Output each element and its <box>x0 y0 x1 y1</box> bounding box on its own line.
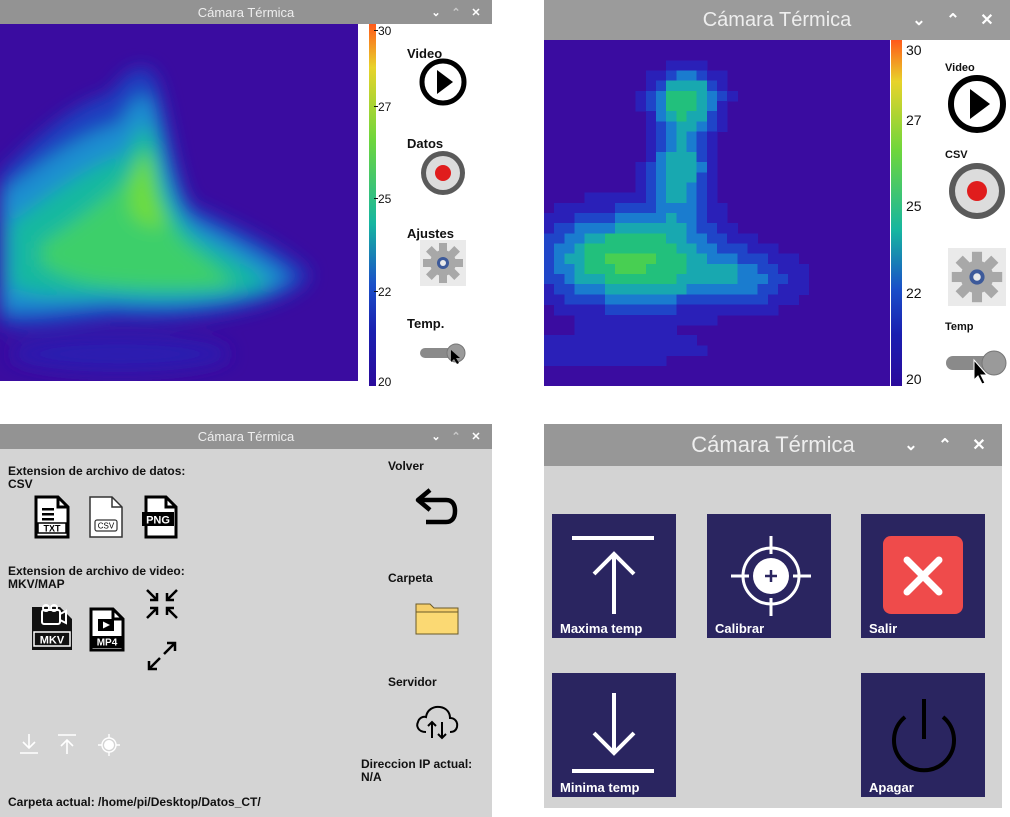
mkv-label: MKV <box>40 635 65 647</box>
window-title: Cámara Térmica <box>197 429 295 444</box>
target-icon[interactable] <box>97 733 121 757</box>
arrow-up-icon <box>572 536 654 614</box>
video-extension-value: MKV/MAP <box>8 577 65 591</box>
csv-label: CSV <box>945 149 968 161</box>
txt-label: TXT <box>44 524 62 534</box>
minimize-button[interactable]: ⌄ <box>431 6 441 19</box>
folder-label: Carpeta <box>388 571 433 585</box>
window-title: Cámara Térmica <box>702 8 852 31</box>
colorbar-tick-27: 27 <box>906 112 922 128</box>
min-temp-button[interactable]: Minima temp <box>552 673 676 797</box>
settings-window: Cámara Térmica ⌄ ⌃ ✕ Extension de archiv… <box>0 424 492 817</box>
maximize-button[interactable]: ⌃ <box>451 6 461 19</box>
title-bar[interactable]: Cámara Térmica ⌄ ⌃ ✕ <box>544 424 1002 466</box>
window-title: Cámara Térmica <box>197 4 295 20</box>
exit-label: Salir <box>869 621 898 636</box>
server-label: Servidor <box>388 675 437 689</box>
mp4-file-icon[interactable]: MP4 <box>87 606 127 652</box>
thermal-image <box>544 40 890 386</box>
shutdown-button[interactable]: Apagar <box>861 673 985 797</box>
close-button[interactable]: ✕ <box>972 437 986 454</box>
colorbar-tick-20: 20 <box>906 371 922 386</box>
ip-value: N/A <box>361 770 382 784</box>
exit-button[interactable]: Salir <box>861 514 985 638</box>
min-temp-label: Minima temp <box>560 780 640 795</box>
settings-label: Ajustes <box>407 226 454 241</box>
maximize-button[interactable]: ⌃ <box>946 12 960 29</box>
temperature-colorbar <box>369 24 376 386</box>
calibrate-label: Calibrar <box>715 621 765 636</box>
title-bar[interactable]: Cámara Térmica ⌄ ⌃ ✕ <box>0 0 492 24</box>
back-arrow-icon[interactable] <box>414 486 460 528</box>
png-file-icon[interactable]: PNG <box>138 494 182 540</box>
max-temp-button[interactable]: Maxima temp <box>552 514 676 638</box>
cloud-sync-icon[interactable] <box>414 702 460 740</box>
download-icon[interactable] <box>18 732 40 756</box>
arrow-down-icon <box>572 693 654 773</box>
record-icon[interactable] <box>947 161 1007 221</box>
crosshair-icon <box>731 536 811 616</box>
title-bar[interactable]: Cámara Térmica ⌄ ⌃ ✕ <box>544 0 1010 40</box>
temperature-colorbar <box>891 40 902 386</box>
temp-toggle[interactable] <box>418 340 470 366</box>
colorbar-tick-30: 30 <box>906 42 922 58</box>
temp-label: Temp. <box>407 316 445 331</box>
colorbar-tick-25: 25 <box>906 198 922 214</box>
colorbar-tick-27: 27 <box>378 100 392 114</box>
minimize-button[interactable]: ⌄ <box>912 12 926 29</box>
compress-icon[interactable] <box>144 587 180 621</box>
folder-icon[interactable] <box>414 598 460 636</box>
menu-window: Cámara Térmica ⌄ ⌃ ✕ Maxima temp Calibra… <box>544 424 1002 808</box>
temp-label: Temp <box>945 321 974 333</box>
video-label: Video <box>407 46 443 61</box>
data-extension-value: CSV <box>8 477 33 491</box>
back-label: Volver <box>388 459 424 473</box>
mp4-label: MP4 <box>97 638 118 649</box>
current-folder-text: Carpeta actual: /home/pi/Desktop/Datos_C… <box>8 795 261 809</box>
title-bar[interactable]: Cámara Térmica ⌄ ⌃ ✕ <box>0 424 492 449</box>
maximize-button[interactable]: ⌃ <box>451 431 461 443</box>
close-button[interactable]: ✕ <box>471 431 481 443</box>
png-label: PNG <box>146 515 170 527</box>
data-extension-label: Extension de archivo de datos: <box>8 464 186 478</box>
upload-icon[interactable] <box>56 732 78 756</box>
cursor-icon <box>973 358 989 385</box>
txt-file-icon[interactable]: TXT <box>30 494 74 540</box>
temp-toggle[interactable] <box>944 346 1008 386</box>
data-label: Datos <box>407 136 444 151</box>
thermal-camera-window-small: Cámara Térmica ⌄ ⌃ ✕ <box>0 0 492 386</box>
cursor-icon <box>451 350 460 364</box>
record-icon[interactable] <box>419 149 467 197</box>
expand-icon[interactable] <box>146 640 178 672</box>
calibrate-button[interactable]: Calibrar <box>707 514 831 638</box>
gear-icon[interactable] <box>420 240 466 286</box>
colorbar-tick-22: 22 <box>906 285 922 301</box>
video-extension-label: Extension de archivo de video: <box>8 564 185 578</box>
maximize-button[interactable]: ⌃ <box>938 437 952 454</box>
max-temp-label: Maxima temp <box>560 621 643 636</box>
colorbar-tick-20: 20 <box>378 375 392 386</box>
csv-label: CSV <box>98 522 115 531</box>
thermal-camera-window-large: Cámara Térmica ⌄ ⌃ ✕ 30 27 25 22 20 Vide <box>544 0 1010 386</box>
thermal-image <box>0 24 358 381</box>
play-icon[interactable] <box>947 74 1007 134</box>
ip-label: Direccion IP actual: <box>361 757 473 771</box>
colorbar-tick-30: 30 <box>378 24 392 38</box>
mkv-file-icon[interactable]: MKV <box>28 604 76 652</box>
video-label: Video <box>945 62 975 74</box>
play-icon[interactable] <box>419 58 467 106</box>
close-button[interactable]: ✕ <box>471 6 481 19</box>
window-title: Cámara Térmica <box>691 432 855 457</box>
shutdown-label: Apagar <box>869 780 914 795</box>
close-button[interactable]: ✕ <box>980 12 994 29</box>
close-icon <box>883 536 963 614</box>
minimize-button[interactable]: ⌄ <box>904 437 918 454</box>
colorbar-tick-22: 22 <box>378 285 392 299</box>
csv-file-icon[interactable]: CSV <box>84 494 128 540</box>
gear-icon[interactable] <box>948 248 1006 306</box>
minimize-button[interactable]: ⌄ <box>431 431 441 443</box>
power-icon <box>892 699 956 773</box>
colorbar-tick-25: 25 <box>378 192 392 206</box>
